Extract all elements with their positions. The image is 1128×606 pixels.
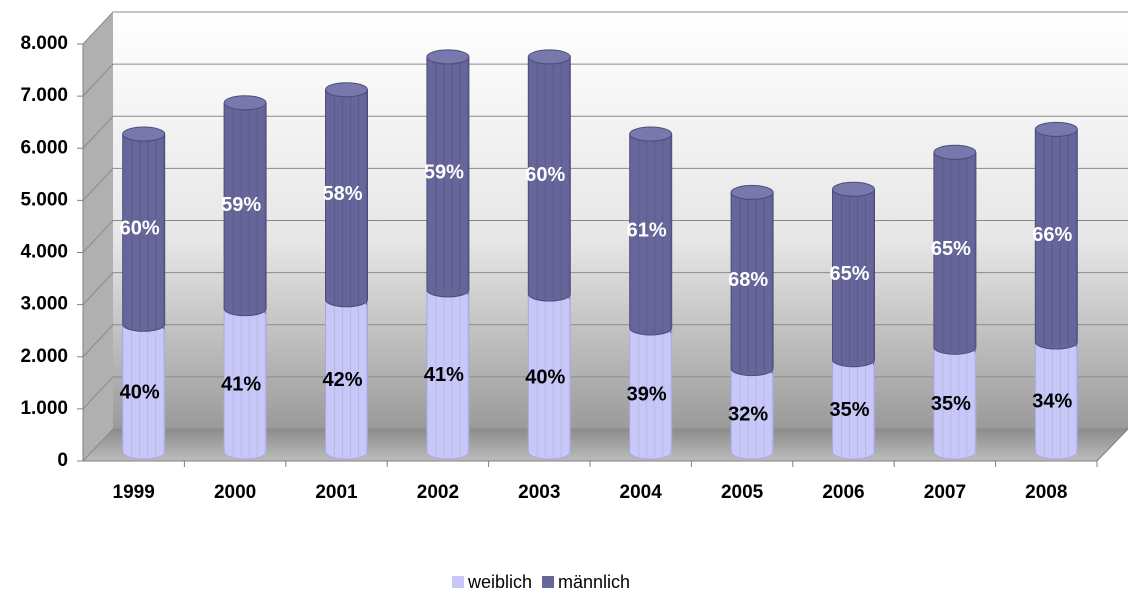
data-label: 35%	[829, 399, 869, 421]
y-tick-label: 5.000	[20, 189, 68, 210]
x-tick-label: 2008	[1025, 482, 1067, 503]
grid-line	[82, 11, 1128, 45]
legend-swatch	[452, 576, 464, 588]
data-label: 42%	[322, 369, 362, 391]
grid-line	[82, 324, 1128, 358]
data-label: 61%	[627, 219, 667, 241]
labels: 0 1.000 2.000 3.000 4.000 5.000 6.000 7.000 8.00…	[20, 33, 1072, 503]
x-tick-label: 2005	[721, 482, 764, 503]
legend-label: weiblich	[467, 572, 532, 592]
y-tick-label: 7.000	[20, 85, 68, 106]
data-label: 65%	[931, 238, 971, 260]
data-label: 41%	[424, 364, 464, 386]
y-tick-label: 4.000	[20, 242, 68, 263]
bar-cap	[325, 82, 368, 98]
grid-line	[82, 63, 1128, 97]
data-label: 58%	[322, 183, 362, 205]
grid-line	[82, 272, 1128, 305]
data-label: 39%	[627, 383, 667, 405]
x-tick-label: 2007	[924, 482, 966, 503]
x-tick-label: 2003	[518, 482, 560, 503]
data-label: 40%	[120, 381, 160, 403]
legend-label: männlich	[558, 572, 630, 592]
data-label: 60%	[120, 217, 160, 239]
data-label: 68%	[728, 269, 768, 291]
data-label: 59%	[424, 162, 464, 184]
y-tick-label: 3.000	[20, 294, 68, 315]
bar-cap	[629, 126, 673, 142]
data-label: 41%	[221, 374, 261, 396]
bar-cap	[527, 49, 571, 65]
bar-cap	[832, 181, 875, 197]
y-tick-label: 8.000	[20, 33, 68, 54]
x-tick-label: 1999	[113, 482, 155, 503]
y-tick-label: 1.000	[20, 398, 68, 419]
legend-swatch	[542, 576, 555, 588]
bar-cap	[1034, 121, 1078, 137]
floor-edge	[1096, 428, 1128, 462]
x-tick-label: 2000	[214, 482, 256, 503]
data-label: 35%	[931, 393, 971, 415]
bar-cap	[933, 144, 977, 160]
data-label: 65%	[829, 263, 869, 285]
x-tick-label: 2001	[315, 482, 358, 503]
bar-cap	[122, 126, 166, 142]
grid-line	[82, 376, 1128, 410]
data-label: 40%	[525, 366, 565, 388]
x-tick-label: 2006	[822, 482, 864, 503]
grid-line	[82, 167, 1128, 201]
legend: weiblich männlich	[452, 572, 630, 592]
data-label: 66%	[1032, 224, 1072, 246]
y-tick-label: 6.000	[20, 137, 68, 158]
data-label: 60%	[525, 164, 565, 186]
bar-cap	[426, 49, 470, 65]
grid-line	[82, 115, 1128, 149]
grid-line	[82, 428, 1128, 462]
x-tick-label: 2004	[620, 482, 663, 503]
grid-line	[82, 220, 1128, 253]
y-tick-label: 0	[57, 450, 68, 471]
data-label: 59%	[221, 194, 261, 216]
bar-cap	[730, 184, 774, 200]
bar-cap	[223, 95, 267, 111]
data-label: 34%	[1032, 390, 1072, 412]
x-tick-label: 2002	[417, 482, 459, 503]
grid	[77, 11, 1128, 467]
data-label: 32%	[728, 404, 768, 426]
bars	[122, 49, 1078, 460]
y-tick-label: 2.000	[20, 346, 68, 367]
